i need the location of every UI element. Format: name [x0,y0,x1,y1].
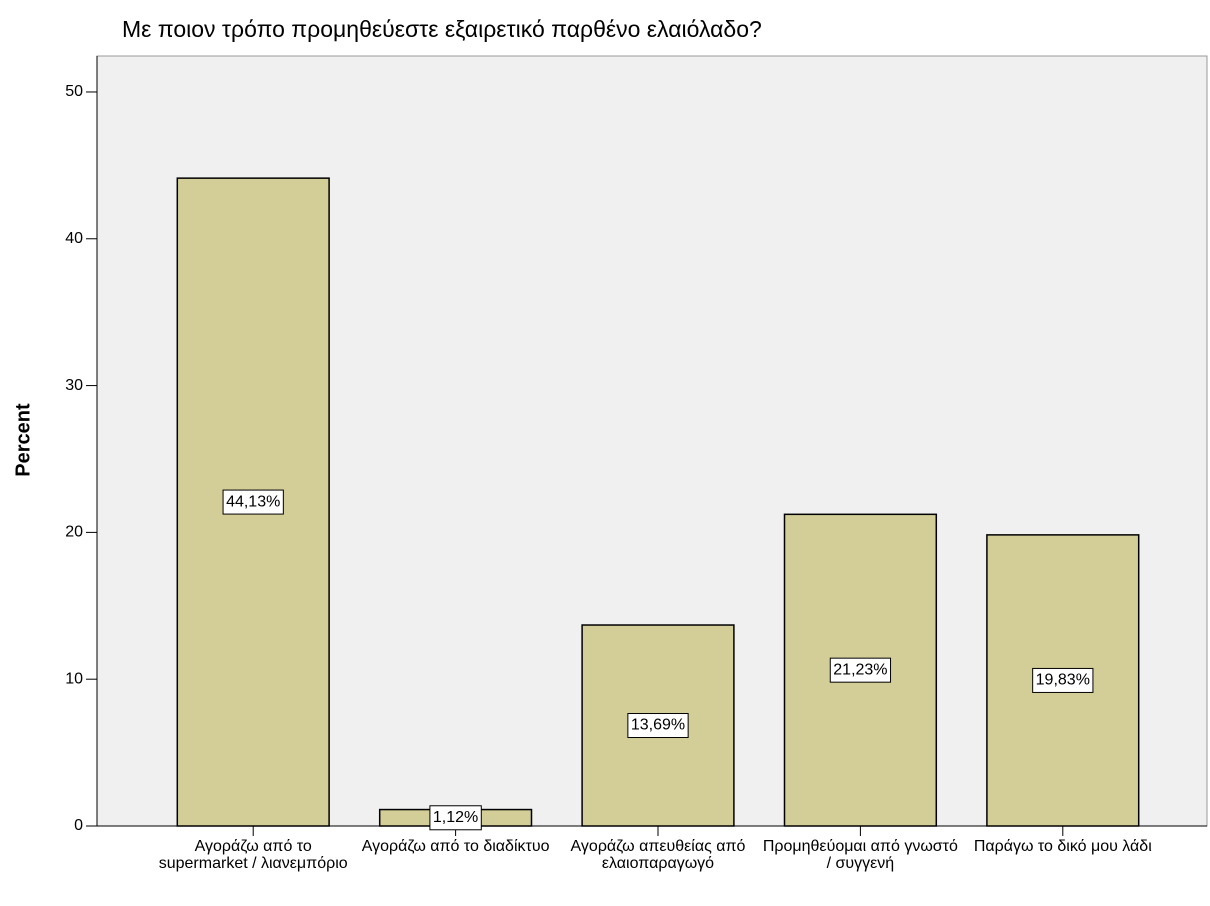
value-label-box [429,805,482,831]
value-label: 19,83% [1032,667,1094,693]
y-tick-label: 20 [65,524,83,541]
value-label-text: 44,13% [226,493,280,510]
y-tick-label: 0 [74,817,83,834]
x-tick-label: Προμηθεύομαι από γνωστό / συγγενή [762,838,958,872]
y-axis-label: Percent [12,403,34,477]
chart-title: Με ποιον τρόπο προμηθεύεστε εξαιρετικό π… [122,16,762,42]
value-label: 13,69% [627,713,689,739]
y-tick-label: 30 [65,377,83,394]
value-label-box [627,713,689,739]
value-label-text: 19,83% [1036,672,1090,689]
value-label: 44,13% [222,489,284,515]
value-label-text: 1,12% [433,809,478,826]
x-tick-label: Αγοράζω απευθείας από ελαιοπαραγωγό [570,838,746,872]
value-label-box [829,657,892,683]
x-tick-label: Αγοράζω από το supermarket / λιανεμπόριο [158,838,348,872]
value-label-box [1032,667,1094,693]
y-tick-label: 10 [65,670,83,687]
value-label-text: 21,23% [833,661,887,678]
value-label: 1,12% [429,805,482,831]
value-label-box [222,489,284,515]
y-tick-label: 50 [65,83,83,100]
x-tick-label: Παράγω το δικό μου λάδι [973,838,1152,855]
x-tick-label: Αγοράζω από το διαδίκτυο [361,838,550,855]
value-label-text: 13,69% [631,717,685,734]
value-label: 21,23% [829,657,892,683]
y-tick-label: 40 [65,230,83,247]
